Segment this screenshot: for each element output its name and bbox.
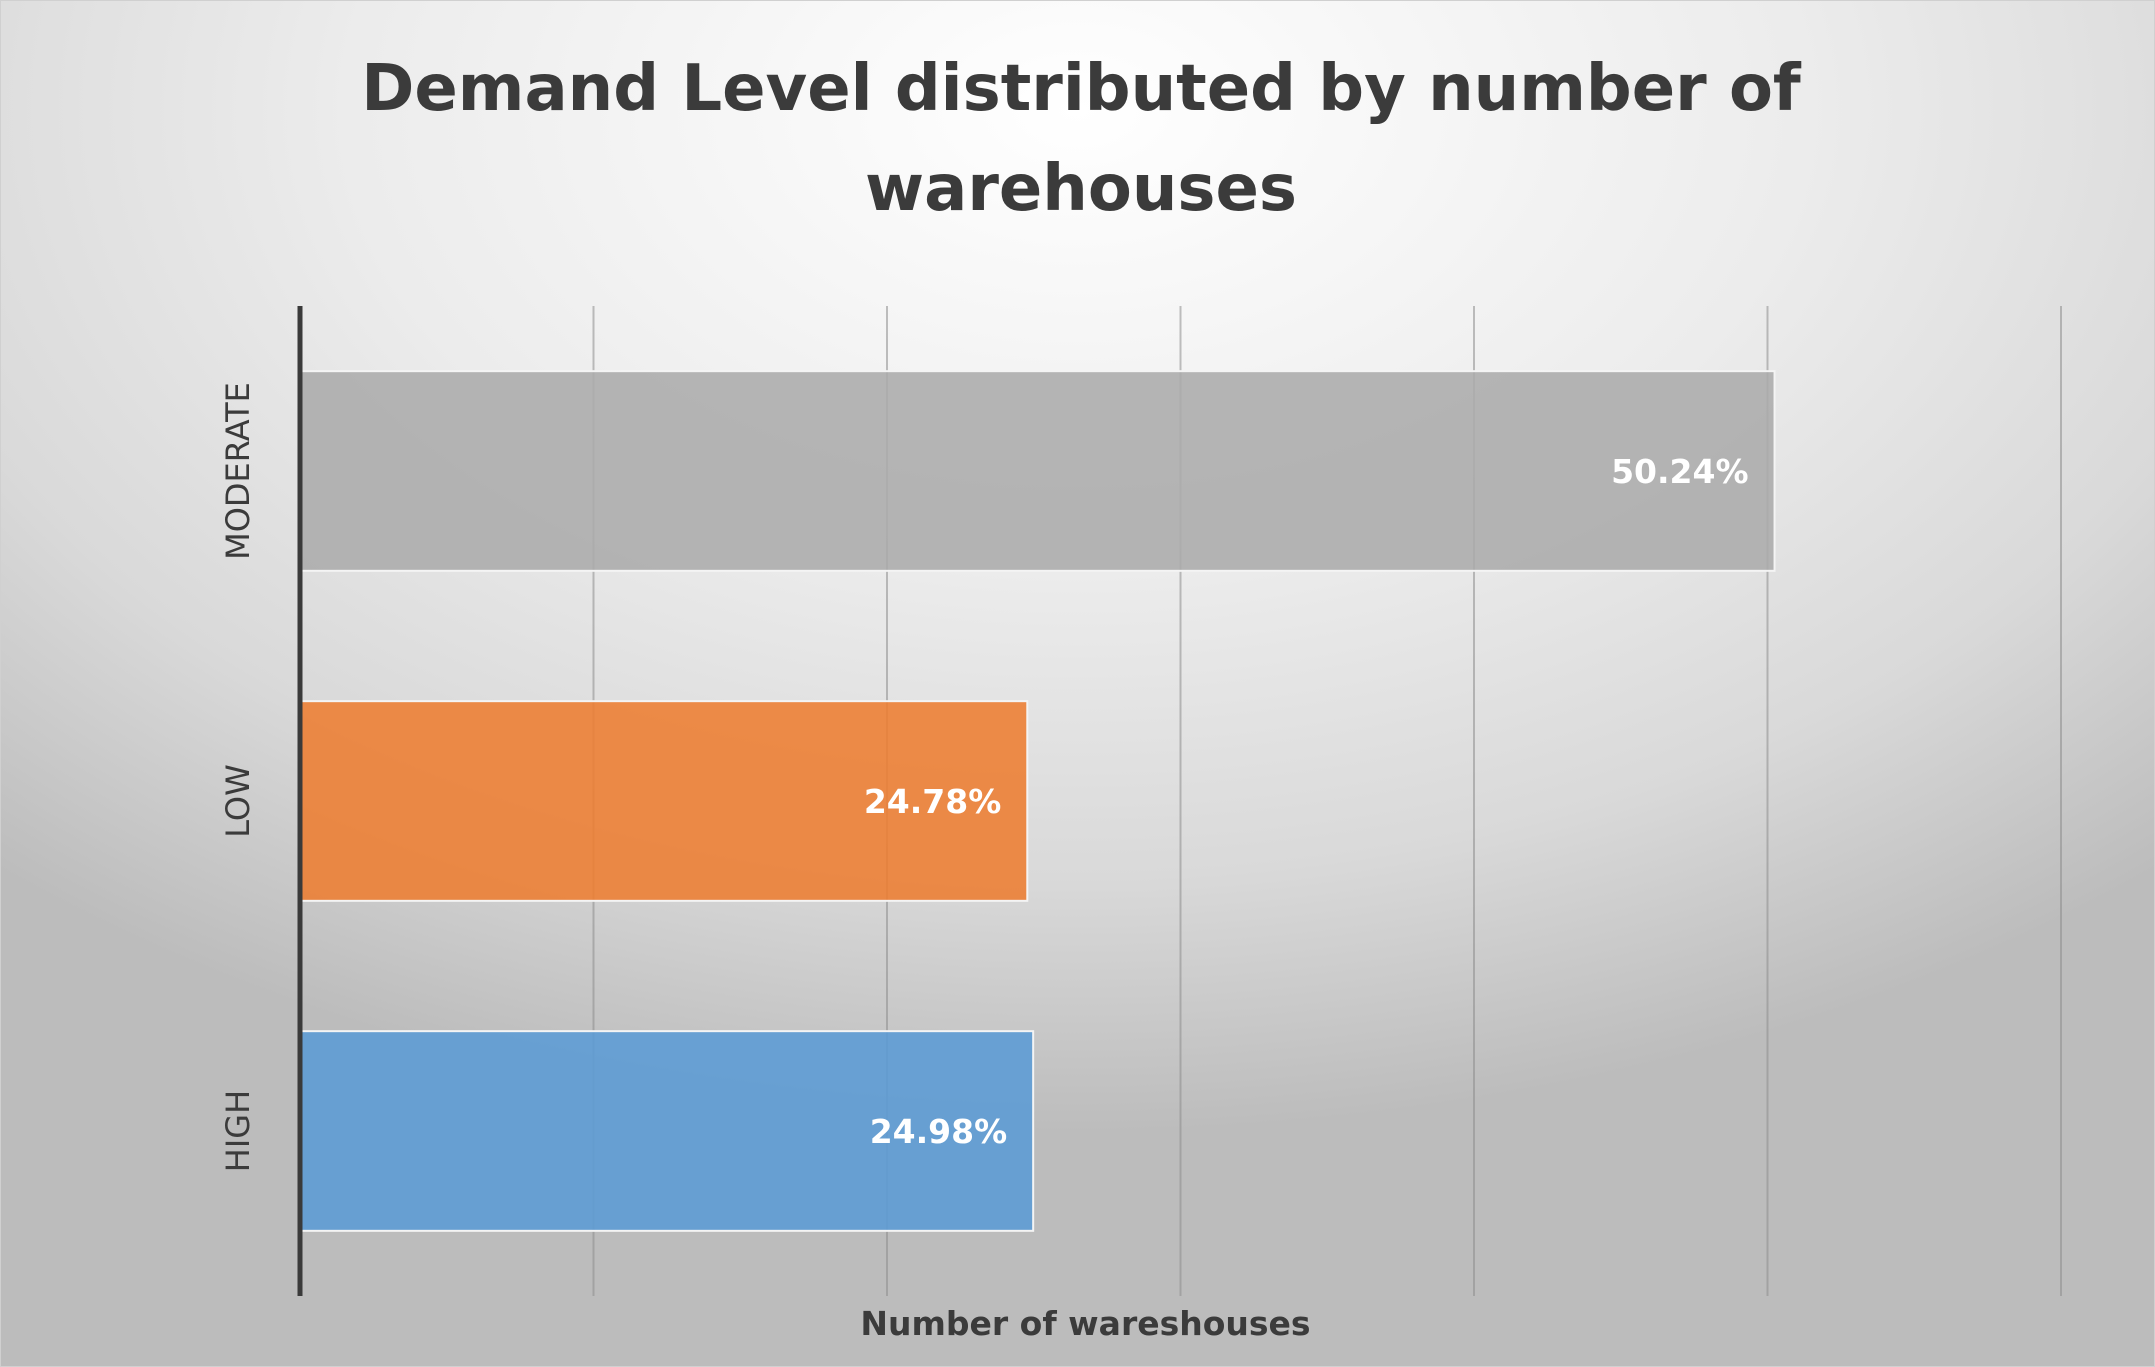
category-label-low: LOW <box>219 764 257 838</box>
bar-low[interactable] <box>299 700 1029 902</box>
bar-high[interactable] <box>299 1030 1035 1232</box>
data-label-high: 24.98% <box>870 1112 1007 1151</box>
bar-moderate[interactable] <box>299 370 1776 572</box>
x-axis-title: Number of wareshouses <box>860 1304 1310 1343</box>
data-label-low: 24.78% <box>864 782 1001 821</box>
category-label-moderate: MODERATE <box>219 382 257 560</box>
chart-title: Demand Level distributed by number of wa… <box>361 52 1801 226</box>
category-label-high: HIGH <box>219 1090 257 1172</box>
data-label-moderate: 50.24% <box>1611 452 1748 491</box>
